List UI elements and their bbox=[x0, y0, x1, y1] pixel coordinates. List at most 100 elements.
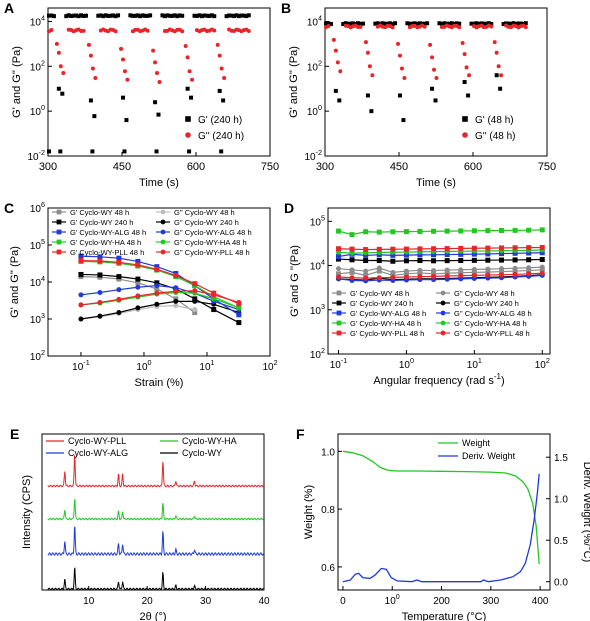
data-point bbox=[211, 292, 217, 298]
series-line bbox=[338, 266, 543, 274]
data-point bbox=[367, 64, 372, 69]
data-point bbox=[444, 246, 450, 252]
legend-marker bbox=[56, 239, 62, 245]
series-line bbox=[338, 229, 543, 236]
data-point bbox=[187, 69, 192, 74]
legend-marker bbox=[336, 320, 342, 326]
data-point bbox=[430, 55, 435, 60]
legend-label: G'' (48 h) bbox=[475, 131, 516, 142]
legend-label: G'' Cyclo-WY-HA 48 h bbox=[454, 319, 527, 328]
x-tick-label: 600 bbox=[187, 161, 205, 173]
y-tick-label: 104 bbox=[307, 13, 322, 28]
data-point bbox=[219, 149, 224, 154]
legend-label: G'' Cyclo-WY 240 h bbox=[174, 218, 239, 227]
data-point bbox=[526, 245, 532, 251]
data-point bbox=[185, 55, 190, 60]
data-point bbox=[116, 13, 121, 18]
data-point bbox=[523, 21, 528, 26]
x-tick-label: 450 bbox=[113, 161, 131, 173]
legend-marker bbox=[336, 290, 342, 296]
x-tick-label: 30 bbox=[200, 596, 212, 607]
legend-marker bbox=[440, 320, 446, 326]
data-point bbox=[369, 109, 374, 114]
data-point bbox=[116, 259, 122, 265]
data-point bbox=[153, 60, 158, 65]
data-point bbox=[512, 245, 518, 251]
data-point bbox=[173, 298, 179, 304]
data-point bbox=[390, 269, 396, 275]
data-point bbox=[78, 258, 84, 264]
data-point bbox=[212, 14, 217, 19]
data-point bbox=[458, 267, 464, 273]
data-point bbox=[363, 275, 369, 281]
data-point bbox=[336, 266, 342, 272]
data-point bbox=[492, 40, 497, 45]
series-line bbox=[47, 526, 264, 557]
x-tick-label: 750 bbox=[261, 161, 279, 173]
y-tick-label: 102 bbox=[310, 346, 325, 361]
data-point bbox=[124, 118, 129, 123]
legend-label: G'' Cyclo-WY-PLL 48 h bbox=[174, 248, 250, 257]
legend-label: G'' Cyclo-WY 240 h bbox=[454, 299, 519, 308]
data-point bbox=[190, 77, 195, 82]
data-point bbox=[512, 227, 518, 233]
data-point bbox=[148, 13, 153, 18]
data-point bbox=[122, 69, 127, 74]
data-point bbox=[539, 264, 545, 270]
data-point bbox=[403, 258, 409, 264]
data-point bbox=[539, 270, 545, 276]
data-point bbox=[120, 57, 125, 62]
legend-label: G' Cyclo-WY-HA 48 h bbox=[350, 319, 421, 328]
data-point bbox=[120, 95, 125, 100]
data-point bbox=[402, 76, 407, 81]
data-point bbox=[376, 229, 382, 235]
legend-marker bbox=[160, 249, 166, 255]
x-tick-label: 400 bbox=[532, 596, 549, 607]
data-point bbox=[125, 77, 130, 82]
x-tick-label: 100 bbox=[385, 592, 400, 607]
x-tick-label: 450 bbox=[390, 161, 408, 173]
data-point bbox=[417, 274, 423, 280]
legend-marker bbox=[56, 219, 62, 225]
y-tick-label: 102 bbox=[30, 58, 45, 73]
data-point bbox=[116, 309, 122, 315]
legend-label: G'' Cyclo-WY-ALG 48 h bbox=[454, 309, 532, 318]
data-point bbox=[151, 48, 156, 53]
legend-marker bbox=[56, 209, 62, 215]
data-point bbox=[539, 227, 545, 233]
data-point bbox=[326, 24, 331, 29]
plot-frame bbox=[337, 433, 551, 591]
legend-label: G'' Cyclo-WY-HA 48 h bbox=[174, 238, 247, 247]
data-point bbox=[431, 258, 437, 264]
data-point bbox=[349, 232, 355, 238]
data-point bbox=[370, 73, 375, 78]
data-point bbox=[462, 52, 467, 57]
y-tick-label: 1.0 bbox=[321, 447, 335, 458]
legend-marker bbox=[440, 310, 446, 316]
y-tick-label: 104 bbox=[310, 258, 325, 273]
data-point bbox=[58, 149, 63, 154]
y-tick-label: 102 bbox=[30, 348, 45, 363]
data-point bbox=[485, 257, 491, 263]
data-point bbox=[431, 228, 437, 234]
x-tick-label: 300 bbox=[482, 596, 499, 607]
legend-label: Cyclo-WY-HA bbox=[182, 436, 237, 446]
legend-marker bbox=[56, 229, 62, 235]
data-point bbox=[403, 268, 409, 274]
data-point bbox=[431, 268, 437, 274]
data-point bbox=[390, 229, 396, 235]
data-point bbox=[471, 245, 477, 251]
data-point bbox=[539, 244, 545, 250]
data-point bbox=[336, 274, 342, 280]
x-tick-label: 102 bbox=[535, 356, 550, 371]
data-point bbox=[430, 86, 435, 91]
data-point bbox=[97, 272, 103, 278]
data-point bbox=[526, 257, 532, 263]
data-point bbox=[185, 86, 190, 91]
panel-e: 10 20 30 40 2θ (°) Intensity (CPS) Cyclo-WY-PL… bbox=[21, 433, 270, 621]
legend-label: G' Cyclo-WY-PLL 48 h bbox=[350, 329, 424, 338]
data-point bbox=[93, 76, 98, 81]
data-point bbox=[90, 149, 95, 154]
data-point bbox=[471, 272, 477, 278]
y-axis-label: G' and G'' (Pa) bbox=[11, 46, 23, 118]
